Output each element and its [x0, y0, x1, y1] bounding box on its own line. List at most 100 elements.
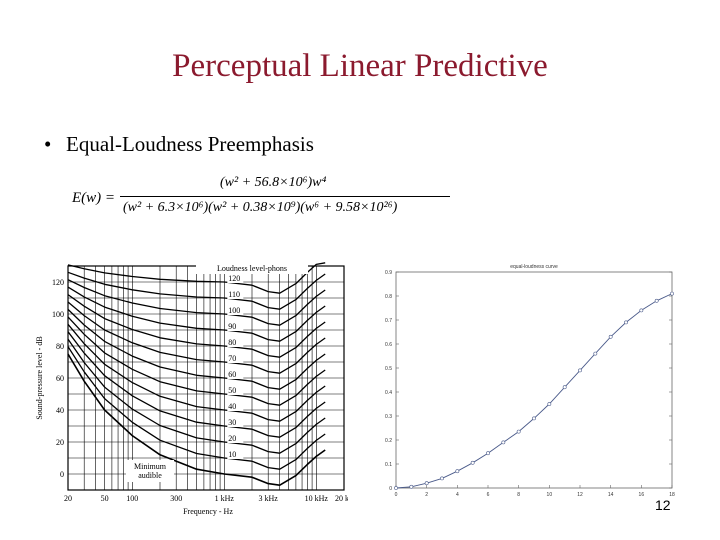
equal-loudness-curve-chart: equal-loudness curve 0 0.1 0.2 0.3 0.4 0.5 0.6… — [380, 258, 680, 498]
curve-point — [409, 484, 414, 489]
curve-x-tick-label: 16 — [639, 492, 645, 498]
phon-label-bg — [227, 370, 244, 379]
curve-y-tick-label: 0.9 — [385, 270, 392, 276]
curve-y-tick-label: 0.2 — [385, 438, 392, 444]
phon-label-bg — [227, 322, 244, 331]
phon-label-bg — [227, 338, 244, 347]
contour-curve-20 — [67, 338, 326, 454]
contour-y-tick-labels: 0 20 40 60 80 100 120 — [52, 278, 64, 479]
contour-x-tick-label: 10 kHz — [305, 494, 329, 503]
curve-point — [394, 486, 398, 490]
curve-y-tick-label: 0.3 — [385, 414, 392, 420]
contour-y-tick-label: 20 — [56, 438, 64, 447]
contour-phon-labels: 10 20 30 40 50 60 70 80 90 100 110 120 — [227, 274, 244, 459]
contour-curve-90 — [67, 286, 326, 342]
curve-y-tick-label: 0.7 — [385, 318, 392, 324]
contour-grid — [67, 266, 345, 490]
minimum-audible-annotation-line2: audible — [138, 471, 162, 480]
phon-label: 10 — [228, 450, 236, 459]
contour-x-tick-label: 300 — [170, 494, 182, 503]
curve-x-tick-label: 18 — [669, 492, 675, 498]
curve-point — [455, 469, 460, 474]
curve-y-tick-label: 0.1 — [385, 462, 392, 468]
contour-x-tick-labels: 20 50 100 300 1 kHz 3 kHz 10 kHz 20 k — [64, 494, 348, 503]
equal-loudness-contours-chart: Loudness level-phons 0 20 40 60 80 100 120 20 5… — [35, 262, 348, 516]
formula-lhs: E(w) = — [72, 190, 116, 206]
contour-x-tick-label: 3 kHz — [259, 494, 279, 503]
phon-label: 110 — [228, 290, 240, 299]
contour-curve-70 — [67, 301, 326, 374]
curve-plot-frame — [395, 271, 673, 489]
minimum-audible-annotation-line1: Minimum — [134, 462, 167, 471]
contour-curve-110 — [67, 271, 326, 310]
curve-point — [639, 308, 644, 313]
curve-point — [532, 416, 536, 421]
curve-point — [440, 476, 444, 481]
curve-y-tick-label: 0.8 — [385, 294, 392, 300]
contour-curve-10 — [67, 346, 326, 470]
contour-title-bg — [196, 262, 308, 274]
curve-point — [470, 460, 475, 465]
curve-y-tick-label: 0.6 — [385, 342, 392, 348]
contour-x-tick-label: 1 kHz — [215, 494, 235, 503]
phon-label: 60 — [228, 370, 236, 379]
phon-label-bg — [227, 386, 244, 395]
formula-denominator: (w² + 6.3×10⁶)(w² + 0.38×10⁹)(w⁶ + 9.58×… — [123, 200, 398, 215]
curve-point — [562, 385, 567, 390]
formula-numerator: (w² + 56.8×10⁶)w⁴ — [220, 175, 327, 190]
contour-curve-0 — [67, 353, 326, 486]
curve-y-tick-label: 0.5 — [385, 366, 392, 372]
curve-y-ticks: 0 0.1 0.2 0.3 0.4 0.5 0.6 0.7 0.8 0.9 — [385, 270, 672, 492]
contour-x-tick-label: 20 — [64, 494, 72, 503]
curve-x-tick-label: 0 — [395, 492, 398, 498]
curve-x-tick-label: 10 — [547, 492, 553, 498]
contour-curve-30 — [67, 331, 326, 438]
phon-label: 30 — [228, 418, 236, 427]
contour-curve-80 — [67, 294, 326, 358]
curve-point — [624, 320, 628, 325]
contour-x-tick-label: 100 — [126, 494, 138, 503]
phon-label: 90 — [228, 322, 236, 331]
contour-y-tick-label: 80 — [56, 342, 64, 351]
curve-point — [547, 402, 552, 406]
phon-label-bg — [227, 450, 244, 459]
phon-label-bg — [227, 354, 244, 363]
curve-point — [424, 481, 429, 486]
contour-x-tick-label: 50 — [101, 494, 109, 503]
curve-y-tick-label: 0 — [389, 486, 392, 492]
phon-label: 50 — [228, 386, 236, 395]
curve-point — [608, 334, 613, 339]
curve-point — [486, 451, 490, 456]
phon-label-bg — [227, 306, 244, 315]
contour-curve-40 — [67, 323, 326, 422]
page-number: 12 — [655, 497, 671, 513]
phon-label-bg — [227, 402, 244, 411]
curve-point — [501, 440, 506, 445]
curve-x-tick-label: 8 — [517, 492, 520, 498]
slide-title: Perceptual Linear Predictive — [172, 48, 548, 84]
phon-label: 20 — [228, 434, 236, 443]
bullet-marker: • — [44, 132, 52, 156]
curve-point — [516, 429, 521, 434]
contour-curve-50 — [67, 316, 326, 406]
phon-label: 80 — [228, 338, 236, 347]
contour-curve-120 — [67, 262, 326, 294]
curve-x-tick-label: 2 — [425, 492, 428, 498]
contour-chart-title: Loudness level-phons — [217, 264, 287, 273]
contour-y-axis-label: Sound-pressure level - dB — [35, 336, 44, 419]
curve-point — [593, 351, 598, 356]
curve-y-tick-label: 0.4 — [385, 390, 392, 396]
contour-y-tick-label: 0 — [60, 470, 64, 479]
phon-label-bg — [227, 290, 244, 299]
phon-label: 70 — [228, 354, 236, 363]
phon-label: 100 — [228, 306, 240, 315]
contour-y-tick-label: 60 — [56, 374, 64, 383]
phon-label: 120 — [228, 274, 240, 283]
bullet-text: Equal-Loudness Preemphasis — [66, 132, 314, 156]
curve-x-tick-label: 4 — [456, 492, 459, 498]
curve-chart-bg — [380, 258, 680, 498]
contour-x-tick-label: 20 k — [335, 494, 348, 503]
contour-y-tick-label: 100 — [52, 310, 64, 319]
curve-x-tick-label: 6 — [487, 492, 490, 498]
contour-curve-60 — [67, 308, 326, 390]
